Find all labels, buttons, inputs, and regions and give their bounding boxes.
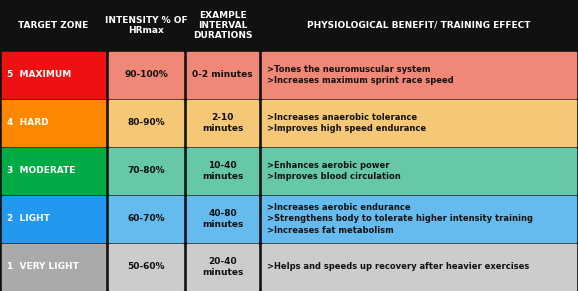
Text: 1  VERY LIGHT: 1 VERY LIGHT: [7, 262, 79, 272]
Text: >Enhances aerobic power
>Improves blood circulation: >Enhances aerobic power >Improves blood …: [267, 161, 401, 181]
Text: EXAMPLE
INTERVAL
DURATIONS: EXAMPLE INTERVAL DURATIONS: [193, 10, 252, 40]
Bar: [2, 148, 105, 194]
Bar: [2, 52, 105, 98]
Bar: [187, 52, 258, 98]
Text: 5  MAXIMUM: 5 MAXIMUM: [7, 70, 71, 79]
Bar: [2, 100, 105, 146]
Text: TARGET ZONE: TARGET ZONE: [18, 21, 88, 30]
Bar: [109, 148, 183, 194]
Bar: [2, 196, 105, 242]
Bar: [262, 52, 576, 98]
Bar: [262, 100, 576, 146]
Text: 10-40
minutes: 10-40 minutes: [202, 161, 243, 181]
Text: 40-80
minutes: 40-80 minutes: [202, 209, 243, 229]
Text: >Helps and speeds up recovery after heavier exercises: >Helps and speeds up recovery after heav…: [267, 262, 529, 272]
Text: 2  LIGHT: 2 LIGHT: [7, 214, 50, 223]
Text: 60-70%: 60-70%: [127, 214, 165, 223]
Bar: [2, 244, 105, 290]
Bar: [109, 196, 183, 242]
Bar: [187, 100, 258, 146]
Text: >Tones the neuromuscular system
>Increases maximum sprint race speed: >Tones the neuromuscular system >Increas…: [267, 65, 454, 85]
Bar: [262, 244, 576, 290]
Text: >Increases anaerobic tolerance
>Improves high speed endurance: >Increases anaerobic tolerance >Improves…: [267, 113, 426, 133]
Bar: [187, 148, 258, 194]
Bar: [109, 244, 183, 290]
Bar: [187, 196, 258, 242]
Text: 20-40
minutes: 20-40 minutes: [202, 257, 243, 277]
Text: 50-60%: 50-60%: [127, 262, 165, 272]
Text: INTENSITY % OF
HRmax: INTENSITY % OF HRmax: [105, 16, 187, 35]
Bar: [187, 244, 258, 290]
Bar: [262, 148, 576, 194]
Text: 80-90%: 80-90%: [127, 118, 165, 127]
Bar: [262, 196, 576, 242]
Text: 2-10
minutes: 2-10 minutes: [202, 113, 243, 133]
Text: 70-80%: 70-80%: [127, 166, 165, 175]
Text: 4  HARD: 4 HARD: [7, 118, 49, 127]
Text: >Increases aerobic endurance
>Strengthens body to tolerate higher intensity trai: >Increases aerobic endurance >Strengthen…: [267, 203, 533, 235]
Bar: [109, 100, 183, 146]
Text: 90-100%: 90-100%: [124, 70, 168, 79]
Bar: [109, 52, 183, 98]
Text: 3  MODERATE: 3 MODERATE: [7, 166, 75, 175]
Text: PHYSIOLOGICAL BENEFIT/ TRAINING EFFECT: PHYSIOLOGICAL BENEFIT/ TRAINING EFFECT: [307, 21, 531, 30]
Text: 0-2 minutes: 0-2 minutes: [192, 70, 253, 79]
